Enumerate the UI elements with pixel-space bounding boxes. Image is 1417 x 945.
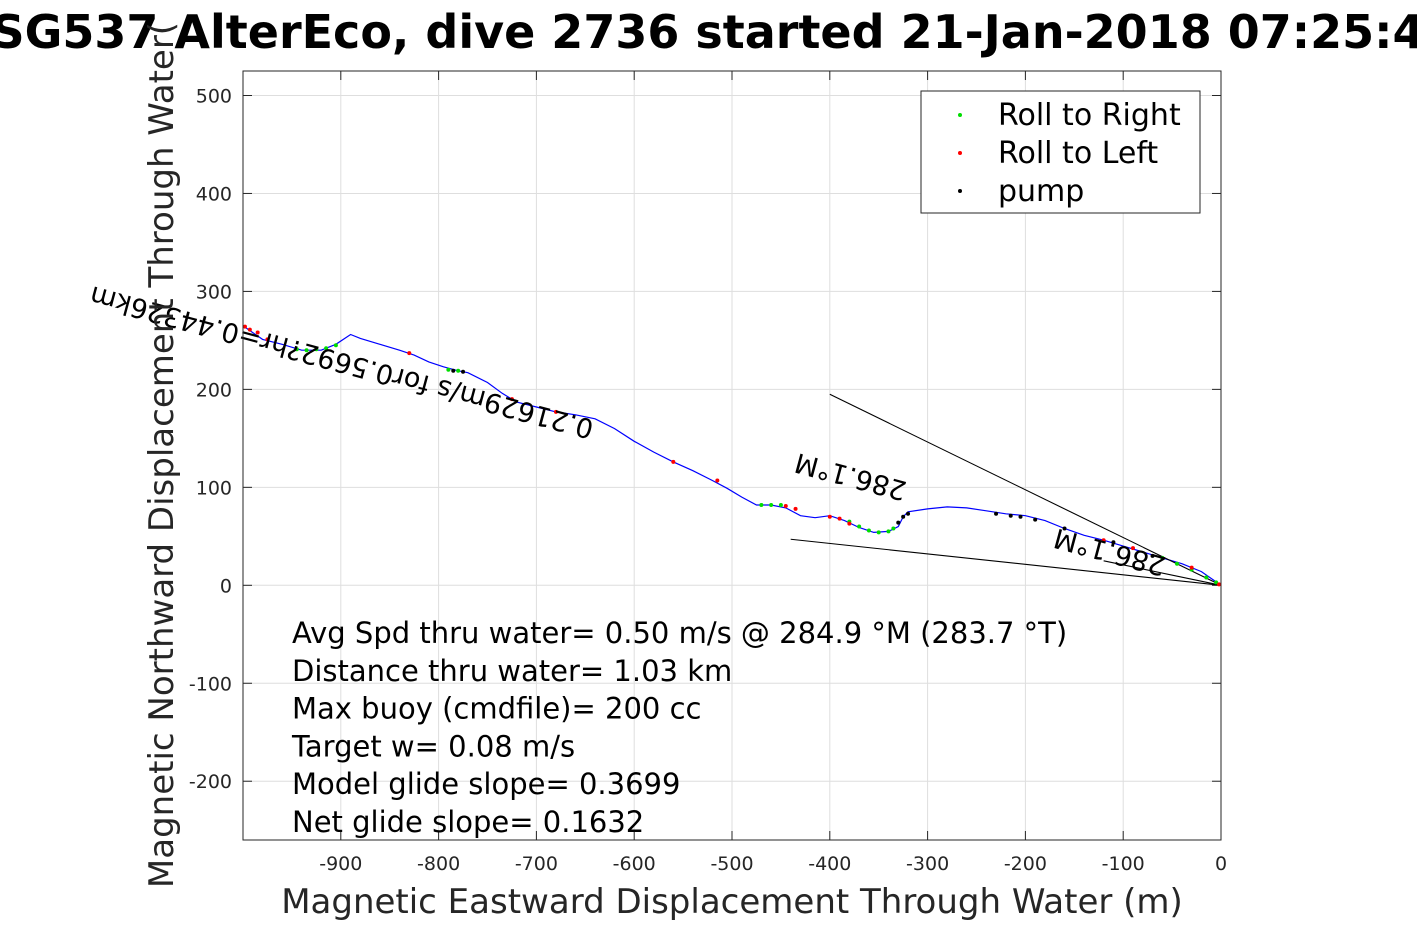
reference-line bbox=[1103, 560, 1222, 586]
pump-point bbox=[1033, 517, 1038, 522]
roll-right-point bbox=[769, 502, 774, 507]
track-layer bbox=[242, 325, 1222, 586]
roll-right-point bbox=[324, 346, 329, 351]
y-tick-label: 200 bbox=[196, 379, 232, 401]
pump-point bbox=[896, 520, 901, 525]
pump-point bbox=[461, 369, 466, 374]
roll-left-point bbox=[1217, 582, 1222, 587]
track-line bbox=[242, 325, 1222, 586]
roll-right-point bbox=[456, 368, 461, 373]
x-tick-label: -100 bbox=[1102, 853, 1145, 875]
plot-frame bbox=[242, 70, 1222, 841]
roll-right-point bbox=[304, 348, 309, 353]
stat-line: Model glide slope= 0.3699 bbox=[292, 767, 680, 801]
roll-left-point bbox=[265, 337, 270, 342]
roll-right-point bbox=[1174, 561, 1179, 566]
pump-point bbox=[1018, 514, 1023, 519]
x-tick-label: 0 bbox=[1215, 853, 1227, 875]
pump-point bbox=[1150, 553, 1155, 558]
roll-left-point bbox=[255, 330, 260, 335]
roll-left-point bbox=[1130, 546, 1135, 551]
x-tick-label: -800 bbox=[417, 853, 460, 875]
x-tick-label: -900 bbox=[319, 853, 362, 875]
legend: Roll to Right Roll to Left pump bbox=[920, 90, 1201, 214]
x-tick-label: -300 bbox=[906, 853, 949, 875]
roll-left-point bbox=[242, 324, 247, 329]
roll-left-point bbox=[827, 514, 832, 519]
reference-line bbox=[790, 538, 1222, 586]
roll-left-point bbox=[1189, 565, 1194, 570]
y-tick-label: 400 bbox=[196, 183, 232, 205]
y-tick-label: 0 bbox=[220, 575, 232, 597]
y-tick-label: 300 bbox=[196, 281, 232, 303]
axis-ticks: -900 -800 -700 -600 -500 -400 -300 -200 -100 0 -20… bbox=[189, 71, 1227, 875]
y-tick-label: -200 bbox=[189, 771, 232, 793]
roll-left-point bbox=[793, 506, 798, 511]
reference-lines bbox=[790, 393, 1222, 586]
chart-title: SG537 AlterEco, dive 2736 started 21-Jan… bbox=[0, 5, 1417, 59]
legend-marker-roll-right bbox=[958, 113, 962, 117]
pump-point bbox=[901, 514, 906, 519]
roll-points bbox=[242, 324, 1222, 587]
x-tick-label: -200 bbox=[1004, 853, 1047, 875]
roll-right-point bbox=[891, 526, 896, 531]
roll-right-point bbox=[857, 524, 862, 529]
roll-left-point bbox=[715, 478, 720, 483]
legend-label-roll-left: Roll to Left bbox=[998, 136, 1158, 171]
pump-point bbox=[906, 511, 911, 516]
roll-right-point bbox=[1214, 580, 1219, 585]
pump-point bbox=[1008, 513, 1013, 518]
stat-line: Distance thru water= 1.03 km bbox=[292, 654, 732, 688]
roll-left-point bbox=[407, 351, 412, 356]
roll-left-point bbox=[1101, 538, 1106, 543]
roll-right-point bbox=[333, 343, 338, 348]
legend-label-roll-right: Roll to Right bbox=[998, 98, 1181, 133]
x-tick-label: -700 bbox=[515, 853, 558, 875]
roll-right-point bbox=[778, 502, 783, 507]
roll-right-point bbox=[759, 502, 764, 507]
stat-line: Max buoy (cmdfile)= 200 cc bbox=[292, 692, 701, 726]
legend-marker-roll-left bbox=[958, 151, 962, 155]
roll-right-point bbox=[886, 529, 891, 534]
x-tick-label: -400 bbox=[808, 853, 851, 875]
roll-left-point bbox=[837, 516, 842, 521]
y-tick-label: 100 bbox=[196, 477, 232, 499]
roll-right-point bbox=[1160, 555, 1165, 560]
roll-right-point bbox=[446, 367, 451, 372]
roll-right-point bbox=[1204, 575, 1209, 580]
pump-point bbox=[994, 511, 999, 516]
stats-box: Avg Spd thru water= 0.50 m/s @ 284.9 °M … bbox=[291, 616, 1067, 839]
roll-right-point bbox=[876, 530, 881, 535]
y-axis-label: Magnetic Northward Displacement Through … bbox=[142, 22, 182, 888]
roll-right-point bbox=[294, 347, 299, 352]
roll-left-point bbox=[671, 459, 676, 464]
roll-right-point bbox=[314, 347, 319, 352]
pump-point bbox=[1111, 540, 1116, 545]
roll-left-point bbox=[553, 409, 558, 414]
y-tick-label: 500 bbox=[196, 85, 232, 107]
reference-line bbox=[829, 393, 1222, 586]
legend-label-pump: pump bbox=[998, 174, 1084, 209]
x-axis-label: Magnetic Eastward Displacement Through W… bbox=[281, 882, 1183, 922]
roll-left-point bbox=[247, 327, 252, 332]
x-tick-label: -500 bbox=[710, 853, 753, 875]
pump-point bbox=[451, 368, 456, 373]
stat-line: Net glide slope= 0.1632 bbox=[292, 805, 644, 839]
roll-right-point bbox=[866, 528, 871, 533]
stat-line: Avg Spd thru water= 0.50 m/s @ 284.9 °M … bbox=[292, 616, 1067, 650]
x-tick-label: -600 bbox=[613, 853, 656, 875]
roll-left-point bbox=[509, 397, 514, 402]
legend-box bbox=[920, 90, 1201, 214]
stat-line: Target w= 0.08 m/s bbox=[291, 729, 575, 763]
legend-marker-pump bbox=[958, 189, 962, 193]
roll-left-point bbox=[847, 521, 852, 526]
y-tick-label: -100 bbox=[189, 673, 232, 695]
roll-left-point bbox=[783, 503, 788, 508]
pump-point bbox=[1062, 526, 1067, 531]
